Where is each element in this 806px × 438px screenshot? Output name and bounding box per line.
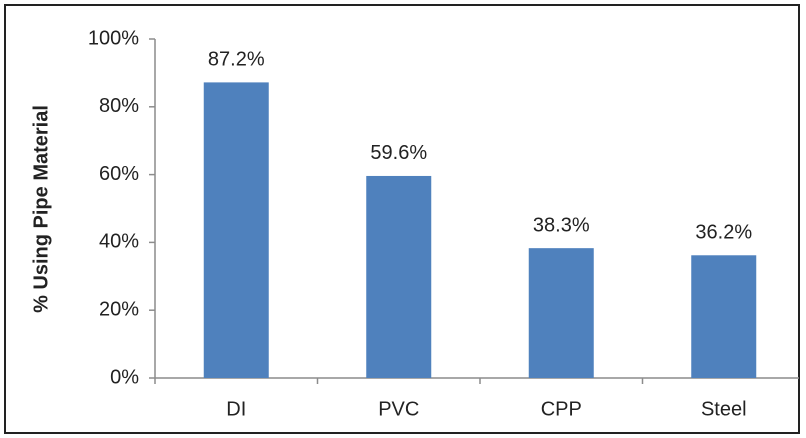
y-tick-label: 100% bbox=[88, 27, 139, 49]
data-label: 87.2% bbox=[208, 49, 265, 71]
bar bbox=[528, 248, 594, 378]
bar bbox=[691, 255, 757, 378]
x-tick-label: CPP bbox=[541, 398, 582, 420]
x-tick-label: Steel bbox=[701, 398, 747, 420]
y-tick-label: 0% bbox=[110, 366, 139, 388]
y-tick-label: 40% bbox=[99, 231, 139, 253]
data-label: 59.6% bbox=[370, 142, 427, 164]
bar bbox=[203, 82, 269, 378]
y-tick-label: 20% bbox=[99, 298, 139, 320]
y-tick-label: 80% bbox=[99, 95, 139, 117]
bar bbox=[366, 175, 432, 378]
data-label: 36.2% bbox=[695, 222, 752, 244]
x-tick-label: PVC bbox=[378, 398, 419, 420]
y-tick-label: 60% bbox=[99, 163, 139, 185]
y-axis-title: % Using Pipe Material bbox=[30, 105, 52, 313]
x-tick-label: DI bbox=[226, 398, 246, 420]
data-label: 38.3% bbox=[533, 214, 590, 236]
